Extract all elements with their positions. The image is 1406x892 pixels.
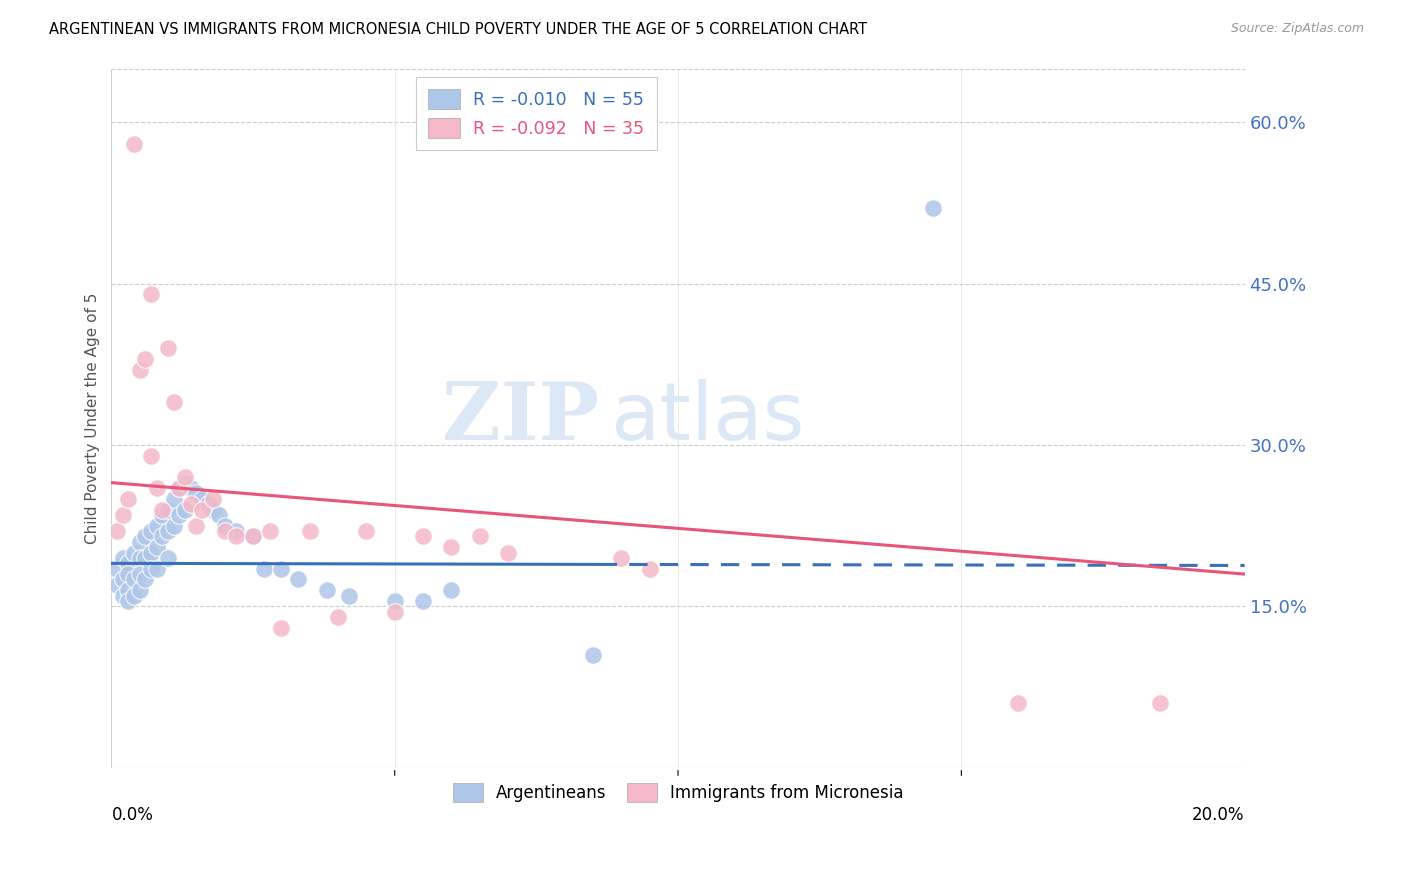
Point xyxy=(412,529,434,543)
Point xyxy=(339,589,361,603)
Point xyxy=(134,551,156,566)
Point xyxy=(202,502,225,516)
Point xyxy=(202,491,225,506)
Point xyxy=(259,524,281,538)
Point xyxy=(128,534,150,549)
Point xyxy=(105,578,128,592)
Point xyxy=(128,567,150,582)
Text: atlas: atlas xyxy=(610,379,804,457)
Point xyxy=(922,202,945,216)
Point xyxy=(122,589,145,603)
Text: ARGENTINEAN VS IMMIGRANTS FROM MICRONESIA CHILD POVERTY UNDER THE AGE OF 5 CORRE: ARGENTINEAN VS IMMIGRANTS FROM MICRONESI… xyxy=(49,22,868,37)
Point xyxy=(174,470,197,484)
Point xyxy=(157,524,180,538)
Point xyxy=(242,529,264,543)
Point xyxy=(163,518,186,533)
Point xyxy=(225,529,247,543)
Point xyxy=(139,449,162,463)
Point xyxy=(128,551,150,566)
Point xyxy=(139,562,162,576)
Text: ZIP: ZIP xyxy=(441,379,599,457)
Text: Source: ZipAtlas.com: Source: ZipAtlas.com xyxy=(1230,22,1364,36)
Point xyxy=(270,621,292,635)
Point xyxy=(191,502,214,516)
Point xyxy=(169,508,191,522)
Point xyxy=(174,502,197,516)
Point xyxy=(384,594,406,608)
Point xyxy=(412,594,434,608)
Point xyxy=(298,524,321,538)
Point xyxy=(117,491,139,506)
Point xyxy=(152,508,174,522)
Point xyxy=(145,562,167,576)
Point xyxy=(169,481,191,495)
Point xyxy=(105,562,128,576)
Point xyxy=(145,540,167,554)
Point xyxy=(214,524,236,538)
Y-axis label: Child Poverty Under the Age of 5: Child Poverty Under the Age of 5 xyxy=(86,293,100,544)
Point xyxy=(326,610,349,624)
Point xyxy=(134,573,156,587)
Point xyxy=(117,594,139,608)
Point xyxy=(610,551,633,566)
Point xyxy=(253,562,276,576)
Point xyxy=(152,502,174,516)
Point xyxy=(180,481,202,495)
Point xyxy=(122,136,145,151)
Point xyxy=(440,583,463,598)
Point xyxy=(128,583,150,598)
Point xyxy=(145,518,167,533)
Point xyxy=(145,481,167,495)
Point xyxy=(128,362,150,376)
Point xyxy=(638,562,661,576)
Point xyxy=(315,583,337,598)
Point xyxy=(122,573,145,587)
Point xyxy=(1149,696,1171,710)
Point xyxy=(163,491,186,506)
Point xyxy=(440,540,463,554)
Point xyxy=(356,524,378,538)
Point xyxy=(186,486,208,500)
Point xyxy=(582,648,605,662)
Point xyxy=(157,551,180,566)
Text: 0.0%: 0.0% xyxy=(111,806,153,824)
Point xyxy=(139,545,162,559)
Point xyxy=(111,589,134,603)
Point xyxy=(111,573,134,587)
Point xyxy=(134,529,156,543)
Point xyxy=(139,287,162,301)
Point xyxy=(270,562,292,576)
Point xyxy=(242,529,264,543)
Point xyxy=(134,351,156,366)
Point xyxy=(1007,696,1029,710)
Point xyxy=(169,481,191,495)
Text: 20.0%: 20.0% xyxy=(1192,806,1244,824)
Point xyxy=(208,508,231,522)
Point xyxy=(186,518,208,533)
Point xyxy=(152,529,174,543)
Point xyxy=(157,502,180,516)
Point xyxy=(117,567,139,582)
Point xyxy=(157,341,180,355)
Point xyxy=(174,475,197,490)
Point xyxy=(163,395,186,409)
Point xyxy=(117,557,139,571)
Point xyxy=(214,518,236,533)
Point xyxy=(287,573,309,587)
Point xyxy=(111,551,134,566)
Point xyxy=(105,524,128,538)
Point xyxy=(197,497,219,511)
Point xyxy=(122,545,145,559)
Legend: Argentineans, Immigrants from Micronesia: Argentineans, Immigrants from Micronesia xyxy=(443,772,914,812)
Point xyxy=(384,605,406,619)
Point xyxy=(117,583,139,598)
Point xyxy=(139,524,162,538)
Point xyxy=(468,529,491,543)
Point xyxy=(111,508,134,522)
Point xyxy=(191,491,214,506)
Point xyxy=(180,497,202,511)
Point xyxy=(496,545,519,559)
Point xyxy=(225,524,247,538)
